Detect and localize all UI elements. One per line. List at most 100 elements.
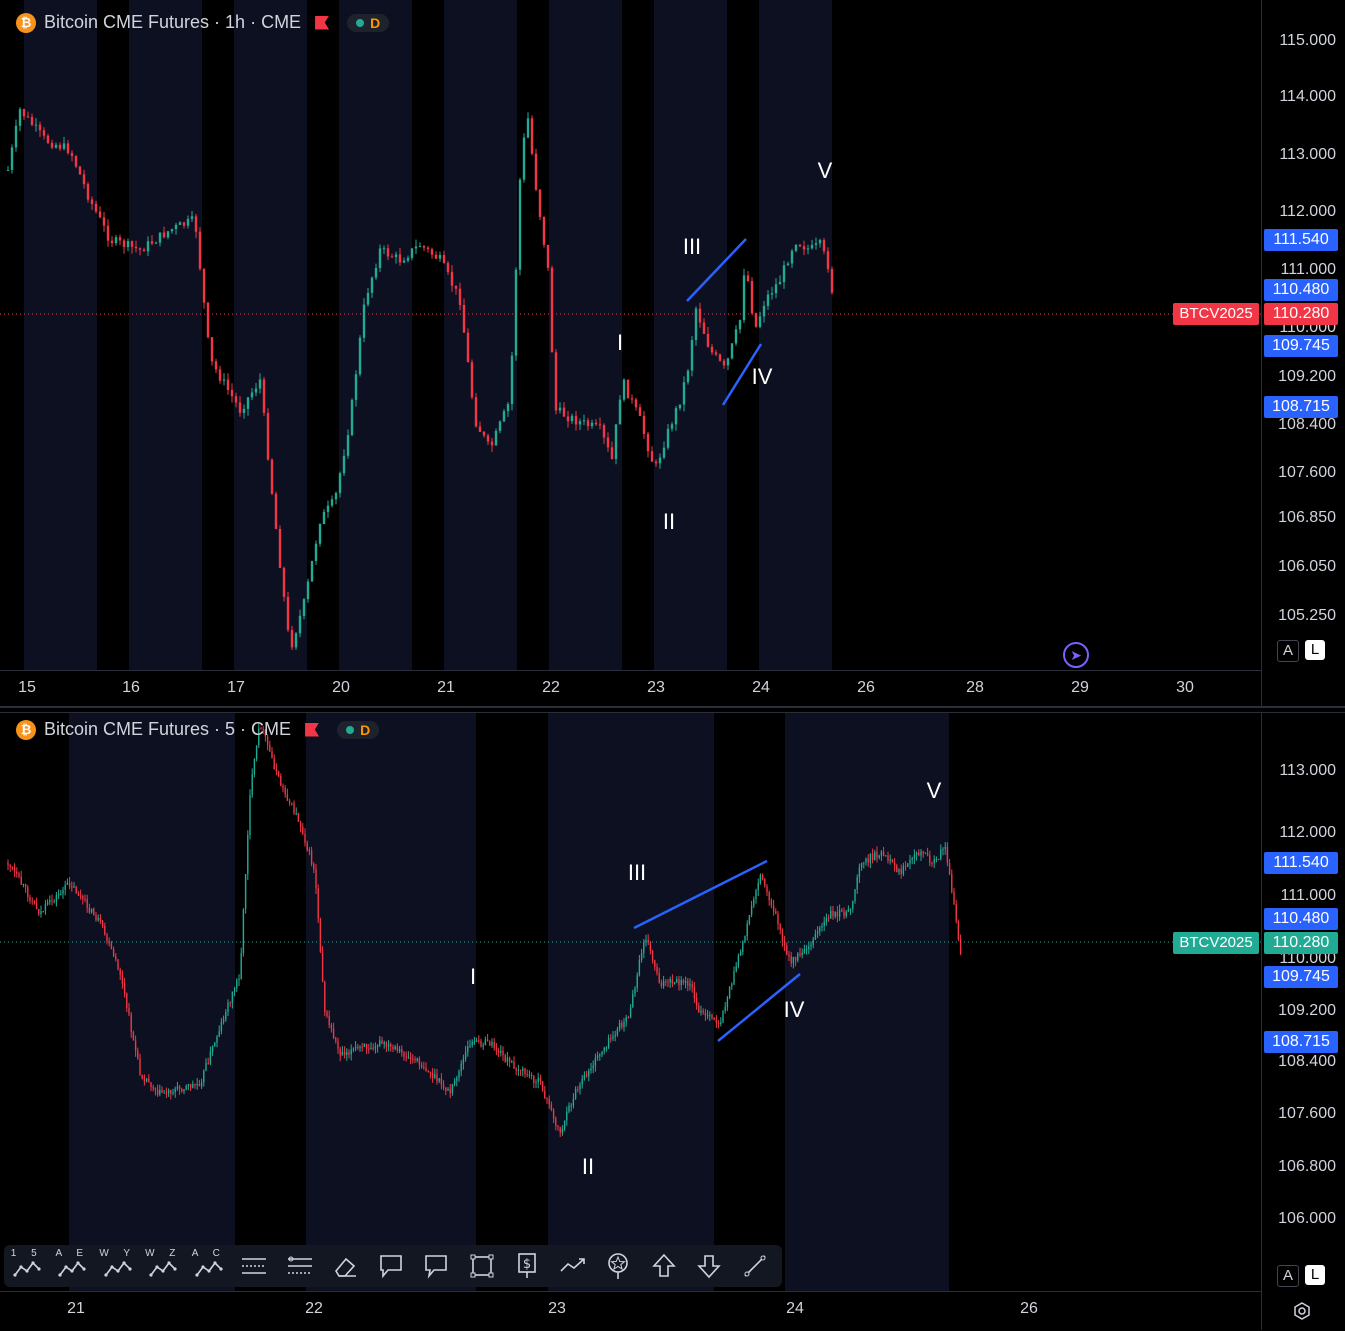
candle-body xyxy=(678,979,680,986)
elliott-wave-wz-tool-button[interactable]: W Z xyxy=(141,1245,187,1287)
candle-body xyxy=(346,1052,348,1056)
candle-body xyxy=(734,329,738,344)
price-tick: 106.050 xyxy=(1278,558,1336,575)
symbol-legend[interactable]: ₿ Bitcoin CME Futures · 5 · CME D xyxy=(16,719,380,740)
candle-body xyxy=(537,1077,539,1083)
tool-wave-label: A C xyxy=(191,1248,226,1259)
comment-tool-button[interactable] xyxy=(414,1245,460,1287)
candle-body xyxy=(602,425,606,438)
candle-body xyxy=(626,379,630,399)
wave-label-ii[interactable]: II xyxy=(581,1154,595,1179)
elliott-wave-15-tool-button[interactable]: 1 5 xyxy=(4,1245,50,1287)
arrow-down-tool-button[interactable] xyxy=(687,1245,733,1287)
candle-body xyxy=(18,873,20,877)
candle-body xyxy=(366,292,370,305)
flag-icon[interactable] xyxy=(315,15,330,30)
candle-body xyxy=(86,184,90,200)
scroll-to-realtime-icon[interactable]: ➤ xyxy=(1063,642,1089,668)
log-scale-button[interactable]: L xyxy=(1305,1265,1325,1285)
wave-label-i[interactable]: I xyxy=(469,964,477,989)
wave-label-iv[interactable]: IV xyxy=(751,364,773,389)
candle-body xyxy=(154,242,158,244)
candle-body xyxy=(122,240,126,248)
candle-body xyxy=(506,1057,509,1062)
candle-body xyxy=(196,1084,198,1086)
candle-body xyxy=(786,945,788,955)
wave-label-iii[interactable]: III xyxy=(682,234,702,259)
candle-body xyxy=(343,1051,346,1056)
auto-scale-button[interactable]: A xyxy=(1277,640,1299,662)
data-status-pill[interactable]: D xyxy=(347,13,390,32)
candle-body xyxy=(427,1071,429,1073)
wave-label-iii[interactable]: III xyxy=(627,860,647,885)
price-tick: 113.000 xyxy=(1279,762,1336,779)
eraser-tool-button[interactable] xyxy=(323,1245,369,1287)
candle-body xyxy=(288,800,291,803)
candle-body xyxy=(442,255,446,264)
symbol-legend[interactable]: ₿ Bitcoin CME Futures · 1h · CME D xyxy=(16,12,390,33)
callout-tool-button[interactable] xyxy=(368,1245,414,1287)
wave-label-ii[interactable]: II xyxy=(662,509,676,534)
price-tick: 113.000 xyxy=(1279,146,1336,163)
wave-label-i[interactable]: I xyxy=(616,330,624,355)
candle-body xyxy=(643,942,645,954)
price-plot-1h[interactable] xyxy=(0,0,1261,670)
drawing-toolbar[interactable]: 1 5 A E W Y W Z A C $ xyxy=(4,1245,782,1287)
rectangle-tool-button[interactable] xyxy=(459,1245,505,1287)
comment-icon xyxy=(425,1255,448,1279)
eraser-icon xyxy=(335,1257,357,1277)
wave-label-v[interactable]: V xyxy=(926,778,942,803)
candle-body xyxy=(618,399,622,425)
price-plot-5m[interactable] xyxy=(0,713,1261,1291)
symbol-tag: BTCV2025 xyxy=(1173,932,1259,954)
time-axis[interactable]: 21 22 23 24 26 xyxy=(0,1291,1261,1331)
candle-body xyxy=(678,404,682,409)
candle-body xyxy=(511,1061,513,1063)
short-position-tool-button[interactable] xyxy=(277,1245,323,1287)
candle-body xyxy=(338,473,342,494)
log-scale-button[interactable]: L xyxy=(1305,640,1325,660)
price-axis[interactable]: 113.000 112.000 111.000 110.000 109.200 … xyxy=(1261,713,1345,1330)
candle-body xyxy=(227,1002,229,1013)
candle-body xyxy=(823,921,825,926)
flag-icon[interactable] xyxy=(305,722,320,737)
candle-body xyxy=(702,322,706,334)
long-position-tool-button[interactable] xyxy=(232,1245,278,1287)
candle-body xyxy=(31,900,33,902)
candle-body xyxy=(574,415,578,425)
candle-body xyxy=(650,451,654,462)
chart-title[interactable]: Bitcoin CME Futures · 1h · CME xyxy=(44,12,302,32)
candle-body xyxy=(75,886,77,894)
path-tool-button[interactable] xyxy=(550,1245,596,1287)
time-axis[interactable]: 15 16 17 20 21 22 23 24 26 28 29 30 xyxy=(0,670,1261,707)
candle-body xyxy=(321,951,324,982)
candle-body xyxy=(66,882,69,885)
wave-label-iv[interactable]: IV xyxy=(783,997,805,1022)
wave-label-v[interactable]: V xyxy=(817,158,833,183)
candle-body xyxy=(522,1068,524,1071)
time-tick: 24 xyxy=(752,679,770,696)
chart-pane-5m[interactable]: ₿ Bitcoin CME Futures · 5 · CME D 113.00… xyxy=(0,712,1345,1330)
candle-body xyxy=(234,396,238,403)
price-label-tool-button[interactable]: $ xyxy=(505,1245,551,1287)
candle-body xyxy=(176,1086,179,1089)
auto-scale-button[interactable]: A xyxy=(1277,1265,1299,1287)
elliott-wave-wy-tool-button[interactable]: W Y xyxy=(95,1245,141,1287)
chart-pane-1h[interactable]: ₿ Bitcoin CME Futures · 1h · CME D 115.0… xyxy=(0,0,1345,708)
chart-title[interactable]: Bitcoin CME Futures · 5 · CME xyxy=(44,719,292,739)
star-marker-tool-button[interactable] xyxy=(596,1245,642,1287)
candle-body xyxy=(78,166,82,175)
candle-body xyxy=(667,981,669,983)
candle-body xyxy=(282,785,284,788)
trend-line-tool-button[interactable] xyxy=(732,1245,778,1287)
elliott-wave-ac-tool-button[interactable]: A C xyxy=(186,1245,232,1287)
candle-body xyxy=(148,1078,150,1083)
data-status-pill[interactable]: D xyxy=(337,720,380,739)
arrow-up-tool-button[interactable] xyxy=(641,1245,687,1287)
elliott-wave-ae-tool-button[interactable]: A E xyxy=(50,1245,96,1287)
candle-body xyxy=(755,890,757,900)
candle-body xyxy=(750,905,753,916)
candle-body xyxy=(698,308,702,323)
gear-icon[interactable] xyxy=(1293,1302,1311,1320)
candle-body xyxy=(781,929,784,941)
